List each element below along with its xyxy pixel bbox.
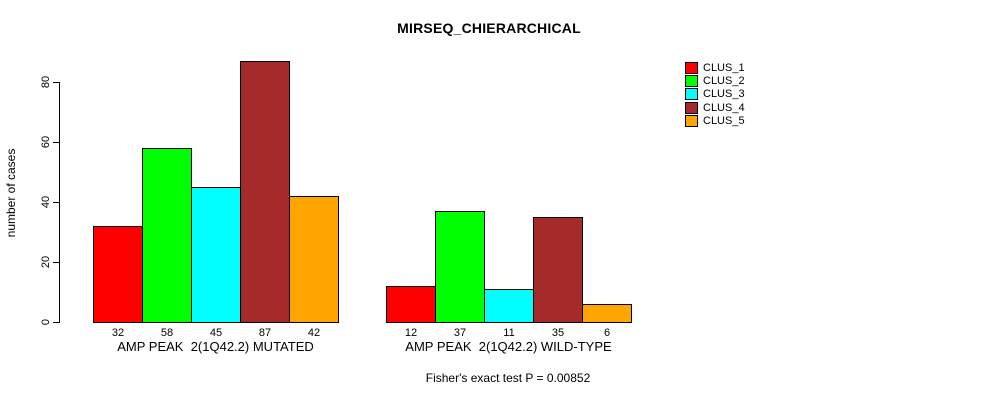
bar-clus_1-group2 — [386, 286, 436, 323]
bar-value-label: 32 — [111, 327, 125, 339]
bar-clus_3-group1 — [191, 187, 241, 323]
bar-value-label: 11 — [503, 327, 515, 339]
y-tick-label: 40 — [40, 195, 52, 209]
chart-title: MIRSEQ_CHIERARCHICAL — [397, 20, 581, 36]
legend-item-label: CLUS_5 — [703, 115, 745, 128]
y-axis-label: number of cases — [4, 148, 18, 238]
legend-color-swatch — [685, 88, 698, 101]
bar-value-label: 42 — [307, 327, 321, 339]
y-tick — [53, 322, 59, 323]
bar-clus_4-group1 — [240, 61, 290, 323]
y-tick — [53, 262, 59, 263]
bar-value-label: 87 — [258, 327, 272, 339]
legend-color-swatch — [685, 101, 698, 114]
bar-value-label: 12 — [404, 327, 418, 339]
legend-color-swatch — [685, 61, 698, 74]
bar-value-label: 37 — [453, 327, 467, 339]
legend-item-label: CLUS_4 — [703, 101, 745, 114]
bar-clus_3-group2 — [484, 289, 534, 323]
y-tick — [53, 82, 59, 83]
bar-value-label: 45 — [209, 327, 223, 339]
bar-clus_5-group1 — [289, 196, 339, 323]
y-axis-line — [59, 82, 60, 323]
y-tick — [53, 202, 59, 203]
legend-item-clus_5: CLUS_5 — [685, 115, 745, 128]
bar-clus_1-group1 — [93, 226, 143, 323]
bar-value-label: 58 — [160, 327, 174, 339]
bar-value-label: 6 — [603, 327, 611, 339]
legend-item-clus_2: CLUS_2 — [685, 74, 745, 88]
bar-clus_4-group2 — [533, 217, 583, 323]
x-group-label: AMP PEAK 2(1Q42.2) MUTATED — [117, 339, 314, 354]
fisher-test-annotation: Fisher's exact test P = 0.00852 — [425, 371, 591, 385]
legend-item-clus_3: CLUS_3 — [685, 88, 745, 101]
legend-color-swatch — [685, 115, 698, 128]
legend: CLUS_1 CLUS_2 CLUS_3 CLUS_4 CLUS_5 — [685, 61, 745, 128]
legend-item-label: CLUS_1 — [703, 61, 745, 74]
legend-item-clus_1: CLUS_1 — [685, 61, 745, 74]
bar-clus_2-group1 — [142, 148, 192, 323]
bar-clus_2-group2 — [435, 211, 485, 323]
y-tick-label: 20 — [40, 255, 52, 269]
legend-item-label: CLUS_3 — [703, 88, 745, 101]
x-group-label: AMP PEAK 2(1Q42.2) WILD-TYPE — [405, 339, 612, 354]
y-tick-label: 0 — [40, 318, 52, 326]
legend-color-swatch — [685, 75, 698, 88]
legend-item-clus_4: CLUS_4 — [685, 101, 745, 114]
bar-clus_5-group2 — [582, 304, 632, 323]
y-tick — [53, 142, 59, 143]
bar-value-label: 35 — [551, 327, 565, 339]
legend-item-label: CLUS_2 — [703, 75, 745, 88]
y-tick-label: 80 — [40, 75, 52, 89]
y-tick-label: 60 — [40, 135, 52, 149]
